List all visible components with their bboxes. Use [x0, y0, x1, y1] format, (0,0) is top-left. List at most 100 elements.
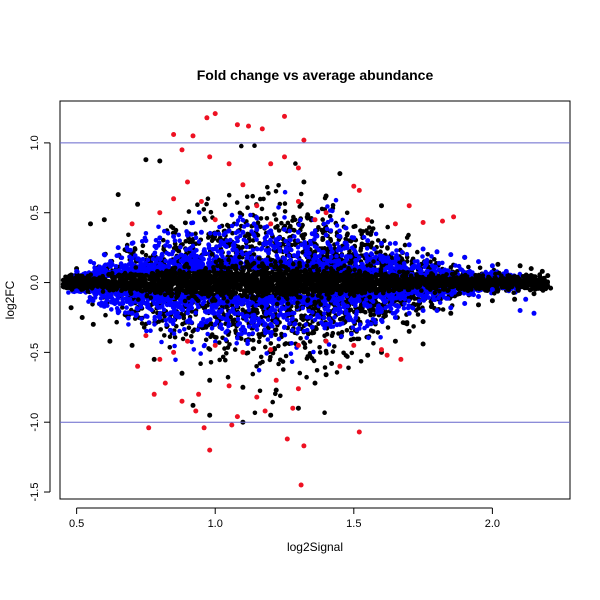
scatter-point [297, 370, 303, 376]
scatter-point [218, 315, 223, 320]
scatter-point [449, 292, 455, 297]
scatter-point [252, 410, 258, 416]
scatter-point [368, 328, 374, 333]
scatter-point [231, 321, 236, 327]
scatter-point [224, 238, 230, 243]
scatter-point [314, 368, 320, 373]
scatter-point [422, 264, 427, 270]
scatter-point [268, 237, 273, 243]
scatter-point [302, 345, 308, 350]
scatter-point [440, 307, 446, 312]
scatter-point [320, 217, 326, 222]
scatter-point [201, 207, 207, 212]
scatter-point [303, 252, 308, 258]
scatter-point [378, 335, 383, 340]
scatter-point [196, 210, 202, 215]
scatter-point [360, 308, 365, 314]
scatter-point [216, 231, 222, 237]
scatter-point [353, 303, 358, 308]
scatter-point [436, 267, 442, 273]
scatter-point [171, 331, 177, 337]
scatter-point [103, 268, 109, 273]
scatter-point [304, 374, 309, 380]
scatter-point [321, 315, 327, 321]
scatter-point [282, 332, 288, 338]
scatter-point [273, 319, 278, 324]
scatter-point [159, 339, 164, 345]
scatter-point [404, 251, 410, 257]
scatter-point [312, 228, 318, 233]
scatter-point [222, 202, 228, 207]
scatter-point [246, 236, 252, 241]
scatter-point [208, 334, 213, 340]
scatter-point [214, 244, 220, 250]
scatter-point [288, 351, 294, 357]
scatter-point [256, 316, 261, 322]
scatter-point [315, 209, 321, 215]
scatter-point [226, 250, 231, 256]
scatter-point [270, 399, 276, 405]
scatter-point [238, 214, 243, 220]
chart-title: Fold change vs average abundance [197, 67, 434, 83]
scatter-point [385, 224, 391, 230]
scatter-point [206, 245, 212, 251]
scatter-point [133, 253, 138, 258]
scatter-point [132, 246, 138, 251]
scatter-point [385, 246, 390, 251]
scatter-point [304, 356, 310, 361]
scatter-point [167, 244, 173, 249]
scatter-point [228, 237, 233, 243]
scatter-point [208, 360, 214, 365]
scatter-point [140, 250, 145, 255]
scatter-point [274, 224, 279, 230]
scatter-point [235, 218, 241, 223]
scatter-point [256, 367, 262, 373]
scatter-point [278, 357, 283, 363]
scatter-point [364, 297, 369, 302]
scatter-point [346, 365, 351, 371]
scatter-point [417, 298, 422, 304]
scatter-point [209, 238, 215, 243]
scatter-point [156, 305, 161, 310]
scatter-point [328, 254, 334, 260]
scatter-point [109, 307, 114, 312]
scatter-point [245, 350, 251, 356]
scatter-point [200, 301, 205, 307]
scatter-point [438, 292, 444, 298]
scatter-point [387, 241, 393, 246]
scatter-point [264, 216, 270, 221]
scatter-point [125, 266, 130, 272]
scatter-point [273, 332, 278, 338]
scatter-point [126, 315, 131, 321]
scatter-point [66, 290, 71, 295]
scatter-point [143, 231, 149, 236]
scatter-point [126, 322, 131, 327]
scatter-point [282, 342, 288, 347]
scatter-point [477, 265, 483, 271]
scatter-point [235, 229, 241, 234]
scatter-point [244, 194, 250, 199]
scatter-point [295, 245, 301, 250]
scatter-point [201, 316, 206, 322]
scatter-point [279, 220, 284, 226]
scatter-point [90, 302, 95, 307]
scatter-point [163, 243, 168, 248]
scatter-point [167, 334, 173, 340]
scatter-point [358, 359, 364, 364]
scatter-point [340, 217, 346, 223]
scatter-point [344, 232, 350, 238]
scatter-point [307, 339, 313, 344]
scatter-point [276, 361, 281, 367]
scatter-point [290, 328, 295, 333]
scatter-point [250, 193, 255, 199]
scatter-point [467, 268, 473, 274]
scatter-point [353, 315, 359, 321]
scatter-point [259, 206, 265, 212]
scatter-point [161, 237, 166, 243]
scatter-point [241, 237, 247, 243]
scatter-point [254, 327, 260, 332]
scatter-point [420, 254, 425, 259]
scatter-point [358, 228, 363, 233]
scatter-point [393, 310, 398, 316]
scatter-point [371, 341, 376, 346]
